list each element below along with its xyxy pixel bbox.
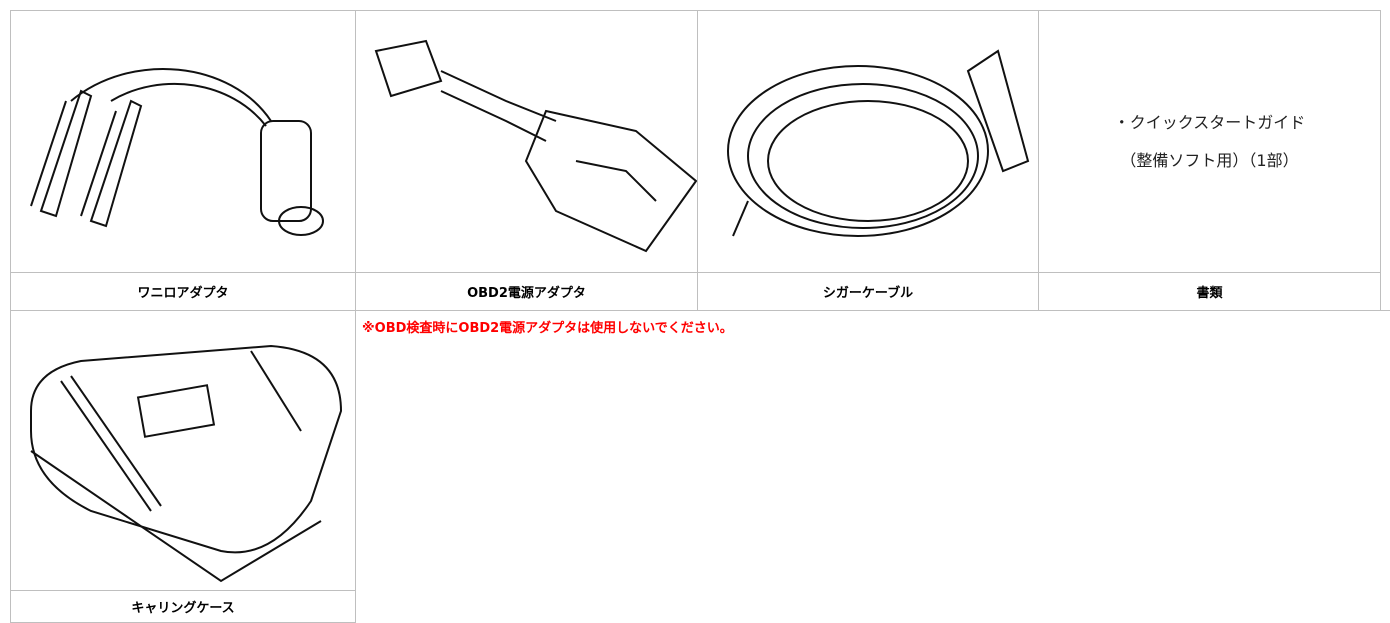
document-cell: ・クイックスタートガイド （整備ソフト用）（1部） bbox=[1038, 10, 1381, 273]
image-cell bbox=[697, 10, 1039, 273]
carrying-case-image bbox=[30, 344, 343, 583]
item-label: 書類 bbox=[1038, 272, 1381, 311]
warning-note: ※OBD検査時にOBD2電源アダプタは使用しないでください。 bbox=[355, 310, 1390, 623]
image-cell bbox=[10, 10, 356, 273]
cigar-cable-image bbox=[727, 49, 1030, 237]
image-cell bbox=[10, 310, 356, 591]
document-line: （整備ソフト用）（1部） bbox=[1120, 150, 1299, 170]
image-cell bbox=[355, 10, 698, 273]
item-label: シガーケーブル bbox=[697, 272, 1039, 311]
item-label: OBD2電源アダプタ bbox=[355, 272, 698, 311]
document-line: ・クイックスタートガイド bbox=[1113, 112, 1306, 132]
obd2-adapter-image bbox=[374, 39, 697, 253]
item-label: ワニロアダプタ bbox=[10, 272, 356, 311]
alligator-adapter-image bbox=[30, 67, 324, 236]
item-label: キャリングケース bbox=[10, 590, 356, 623]
